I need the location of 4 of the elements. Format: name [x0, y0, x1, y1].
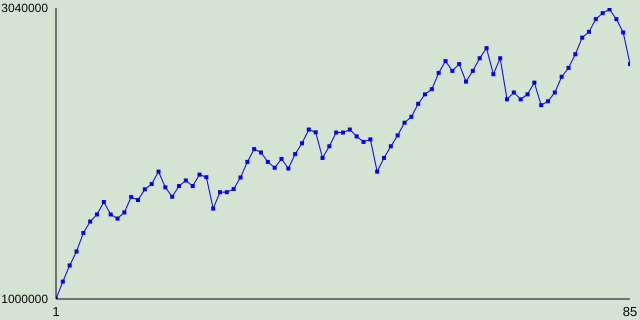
y-tick-label: 3040000 — [1, 1, 48, 15]
x-tick-label: 1 — [52, 304, 60, 320]
x-tick-label: 85 — [622, 304, 638, 320]
y-tick-label: 1000000 — [1, 292, 48, 306]
